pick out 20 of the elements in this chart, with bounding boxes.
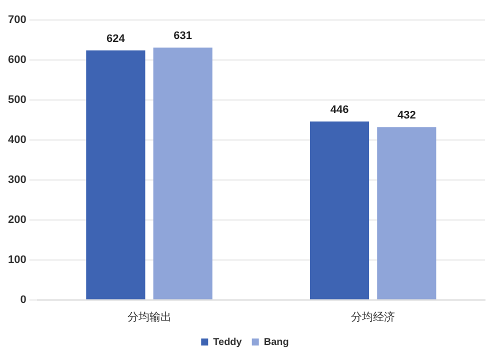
y-tick-label: 0 <box>20 294 26 306</box>
legend-label: Bang <box>264 336 289 348</box>
bar <box>310 122 370 300</box>
bar <box>86 50 146 300</box>
bar <box>377 127 436 300</box>
y-tick-label: 600 <box>8 54 26 66</box>
y-tick-label: 100 <box>8 254 26 266</box>
x-tick-label: 分均经济 <box>351 310 396 324</box>
data-label: 446 <box>330 104 349 116</box>
y-tick-label: 200 <box>8 214 26 226</box>
y-tick-label: 300 <box>8 174 26 186</box>
bar <box>153 48 212 300</box>
y-tick-label: 400 <box>8 134 26 146</box>
data-label: 631 <box>174 30 192 42</box>
legend-label: Teddy <box>213 336 242 348</box>
data-label: 624 <box>106 32 126 45</box>
x-tick-label: 分均输出 <box>127 310 172 324</box>
data-label: 432 <box>397 110 416 122</box>
y-tick-label: 500 <box>8 94 26 106</box>
y-tick-label: 700 <box>8 14 26 26</box>
